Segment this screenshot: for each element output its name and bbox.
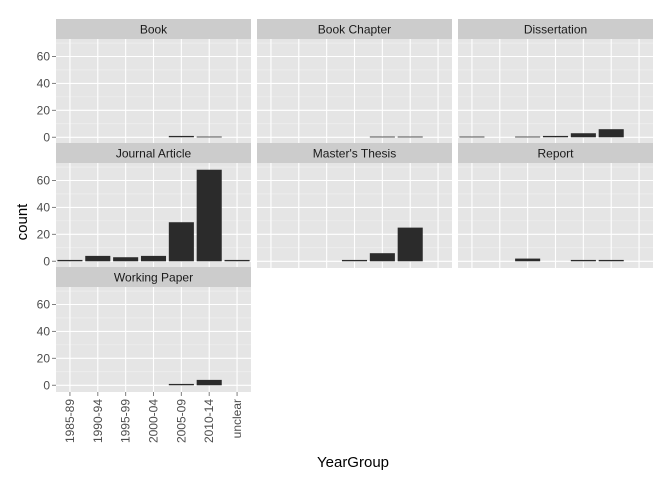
- bar-master-s-thesis-2005-09: [369, 253, 395, 262]
- bar-master-s-thesis-2010-14: [397, 227, 423, 262]
- bar-dissertation-2000-04: [542, 135, 569, 138]
- facet-title-journal-article: Journal Article: [116, 147, 192, 161]
- bar-book-chapter-2005-09: [369, 136, 395, 138]
- facet-strip-master-s-thesis: [257, 143, 452, 163]
- bar-master-s-thesis-2000-04: [341, 259, 368, 262]
- bar-journal-article-2010-14: [196, 169, 222, 262]
- y-tick-label: 60: [37, 298, 51, 312]
- bar-dissertation-1995-99: [515, 136, 541, 138]
- x-tick-label-1985-89: 1985-89: [63, 399, 77, 443]
- facet-strip-book: [56, 19, 251, 39]
- bar-journal-article-1985-89: [57, 259, 83, 262]
- y-tick-label: 20: [37, 103, 51, 117]
- bar-journal-article-2000-04: [140, 255, 167, 262]
- y-tick-label: 20: [37, 351, 51, 365]
- y-tick-label: 20: [37, 227, 51, 241]
- bar-journal-article-unclear: [224, 259, 250, 262]
- facet-title-working-paper: Working Paper: [114, 271, 193, 285]
- facet-strip-report: [458, 143, 653, 163]
- x-axis-title: YearGroup: [317, 454, 389, 471]
- bar-report-2005-09: [570, 259, 596, 262]
- y-tick-label: 40: [37, 200, 51, 214]
- y-tick-label: 0: [43, 130, 50, 144]
- bar-book-chapter-2010-14: [397, 136, 423, 138]
- y-tick-label: 40: [37, 324, 51, 338]
- facet-strip-book-chapter: [257, 19, 452, 39]
- bar-journal-article-2005-09: [168, 222, 194, 262]
- x-tick-label-unclear: unclear: [230, 399, 244, 438]
- facet-strip-working-paper: [56, 267, 251, 287]
- bar-report-2010-14: [598, 259, 624, 262]
- bar-book-2010-14: [196, 136, 222, 138]
- bar-journal-article-1995-99: [113, 257, 139, 262]
- bar-dissertation-2010-14: [598, 129, 624, 138]
- facet-title-report: Report: [537, 147, 574, 161]
- y-tick-label: 0: [43, 254, 50, 268]
- facet-title-master-s-thesis: Master's Thesis: [313, 147, 396, 161]
- facet-title-book-chapter: Book Chapter: [318, 23, 391, 37]
- x-tick-label-1990-94: 1990-94: [91, 399, 105, 443]
- bar-journal-article-1990-94: [85, 255, 111, 262]
- x-tick-label-2005-09: 2005-09: [174, 399, 188, 443]
- y-tick-label: 60: [37, 50, 51, 64]
- bar-book-2005-09: [168, 135, 194, 138]
- x-tick-label-2000-04: 2000-04: [147, 399, 161, 443]
- y-tick-label: 0: [43, 378, 50, 392]
- bar-dissertation-2005-09: [570, 133, 596, 138]
- x-tick-label-1995-99: 1995-99: [119, 399, 133, 443]
- facet-title-dissertation: Dissertation: [524, 23, 587, 37]
- facet-strip-dissertation: [458, 19, 653, 39]
- y-tick-label: 40: [37, 76, 51, 90]
- bar-working-paper-2010-14: [196, 379, 222, 386]
- facet-strip-journal-article: [56, 143, 251, 163]
- y-tick-label: 60: [37, 174, 51, 188]
- bar-dissertation-1985-89: [459, 136, 485, 138]
- x-tick-label-2010-14: 2010-14: [202, 399, 216, 443]
- bar-report-1995-99: [515, 258, 541, 262]
- bar-working-paper-2005-09: [168, 383, 194, 386]
- facet-title-book: Book: [140, 23, 168, 37]
- y-axis-title: count: [14, 203, 31, 241]
